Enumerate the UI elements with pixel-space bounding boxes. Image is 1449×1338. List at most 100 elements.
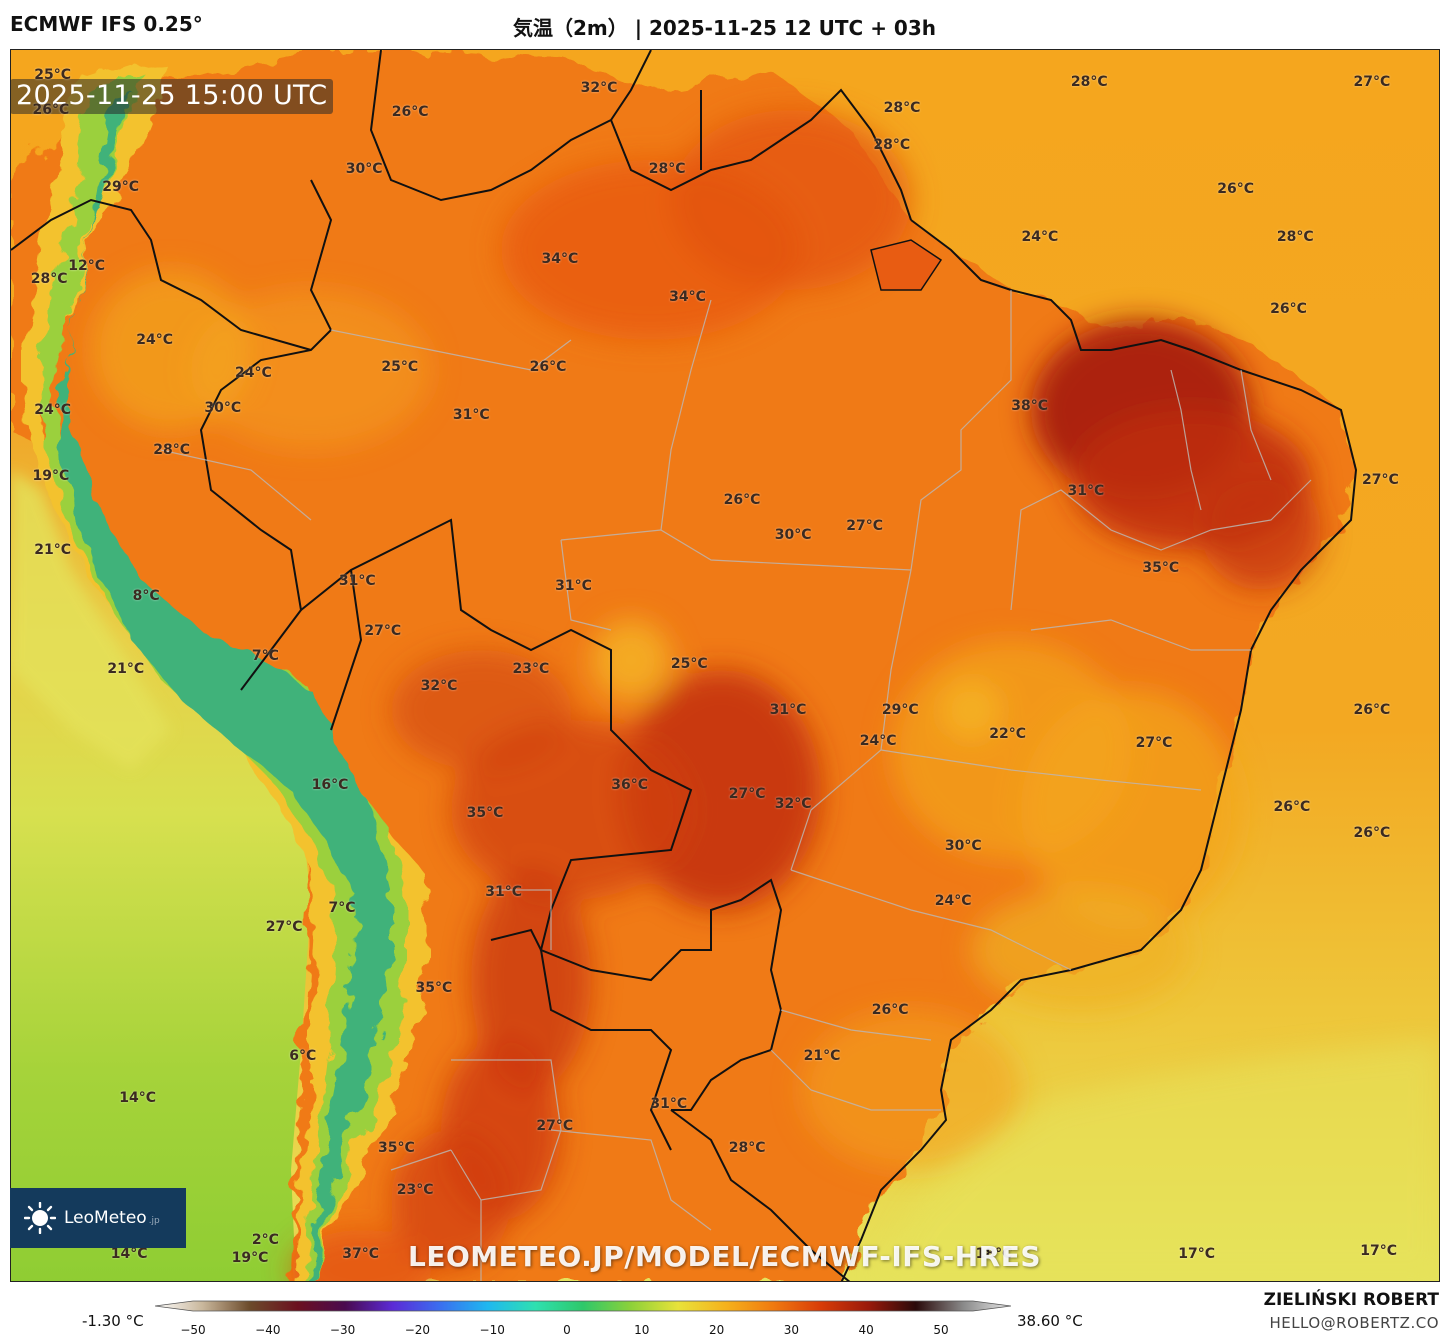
temp-label: 24°C <box>235 364 272 381</box>
temperature-map[interactable] <box>10 49 1440 1282</box>
temp-label: 27°C <box>728 786 766 803</box>
temp-label: 34°C <box>541 250 579 267</box>
temp-label: 25°C <box>34 66 71 83</box>
temp-label: 29°C <box>881 701 919 718</box>
leometeo-logo[interactable]: LeoMeteo .jp <box>10 1188 186 1248</box>
country-borders <box>11 50 912 1281</box>
temp-label: 31°C <box>555 578 592 595</box>
temp-label: 24°C <box>934 893 972 910</box>
temp-label: 37°C <box>342 1246 380 1263</box>
temp-label: 2°C <box>251 1231 279 1248</box>
temp-label: 27°C <box>1135 734 1173 751</box>
colorbar-tick-label: 50 <box>933 1323 949 1337</box>
temp-label: 31°C <box>485 883 523 900</box>
temp-label: 12°C <box>68 258 105 275</box>
colorbar-tick-label: −20 <box>404 1323 431 1337</box>
temp-label: 25°C <box>670 655 708 672</box>
cool-atlantic <box>872 1040 1439 1281</box>
colorbar-tick-label: 40 <box>858 1323 874 1337</box>
temp-label: 31°C <box>1067 482 1105 499</box>
temp-label: 24°C <box>34 401 71 418</box>
temp-label: 32°C <box>774 795 812 812</box>
temp-label: 32°C <box>420 677 458 694</box>
temp-label: 23°C <box>512 661 550 678</box>
map-canvas <box>11 50 1439 1281</box>
author-email[interactable]: HELLO@ROBERTZ.CO <box>1269 1314 1439 1332</box>
scale-min-value: -1.30 °C <box>82 1312 144 1330</box>
temp-label: 26°C <box>1353 825 1391 841</box>
temp-label: 6°C <box>289 1047 317 1064</box>
temp-label: 26°C <box>723 491 761 508</box>
model-name: ECMWF IFS 0.25° <box>10 12 203 36</box>
author-name: ZIELIŃSKI ROBERT <box>1263 1290 1439 1310</box>
colorbar-tick-label: 20 <box>708 1323 725 1337</box>
colorbar-tick-label: −40 <box>255 1323 281 1337</box>
state-borders <box>160 290 1312 1281</box>
colorbar-tick-label: −10 <box>479 1323 505 1337</box>
temp-label: 32°C <box>580 79 618 96</box>
temp-label: 35°C <box>466 804 504 821</box>
temp-label: 28°C <box>153 442 191 459</box>
colorbar-tick-label: 30 <box>783 1323 800 1337</box>
temp-label: 8°C <box>132 587 160 604</box>
colorbar-tick-label: −50 <box>180 1323 206 1337</box>
temp-label: 35°C <box>1142 560 1180 576</box>
temp-label: 26°C <box>1353 701 1391 718</box>
temp-label: 30°C <box>345 160 383 177</box>
temp-label: 27°C <box>364 622 402 639</box>
temp-label: 26°C <box>529 359 567 376</box>
temp-label: 26°C <box>1270 300 1307 317</box>
temp-label: 17°C <box>1178 1246 1215 1263</box>
temp-label: 26°C <box>1273 799 1311 816</box>
temp-label: 27°C <box>536 1117 574 1134</box>
temp-label: 23°C <box>396 1182 434 1198</box>
temp-label: 26°C <box>1217 180 1255 197</box>
temp-label: 16°C <box>311 777 349 794</box>
temp-label: 30°C <box>944 837 982 854</box>
temp-label: 21°C <box>107 661 145 678</box>
temp-label: 24°C <box>136 331 174 348</box>
temp-label: 21°C <box>803 1047 841 1064</box>
temp-label: 36°C <box>611 777 649 794</box>
logo-suffix: .jp <box>148 1216 160 1226</box>
temp-label: 27°C <box>1362 471 1399 488</box>
temp-label: 24°C <box>1021 228 1059 245</box>
temp-label: 7°C <box>328 900 356 917</box>
temp-label: 27°C <box>265 918 303 935</box>
andes-cold-belt <box>21 60 431 1281</box>
temp-label: 19°C <box>231 1250 269 1267</box>
temp-label: 21°C <box>34 541 71 558</box>
temp-label: 28°C <box>1070 74 1108 91</box>
temp-label: 18°C <box>975 1246 1013 1263</box>
temp-label: 31°C <box>452 407 490 424</box>
temp-label: 14°C <box>110 1246 148 1263</box>
temp-label: 30°C <box>204 399 242 416</box>
temperature-colorbar <box>155 1300 1011 1312</box>
temp-label: 35°C <box>378 1139 415 1156</box>
temp-label: 31°C <box>650 1095 688 1112</box>
temp-label: 26°C <box>871 1001 909 1018</box>
sun-icon <box>24 1202 56 1234</box>
marajo-island <box>870 239 943 291</box>
temp-label: 38°C <box>1011 398 1049 414</box>
temp-label: 28°C <box>648 160 686 177</box>
temp-label: 31°C <box>338 572 376 589</box>
temp-label: 30°C <box>774 526 812 543</box>
temp-label: 28°C <box>883 99 921 116</box>
temp-label: 7°C <box>251 648 279 665</box>
temp-label: 34°C <box>669 289 706 306</box>
temp-label: 26°C <box>391 103 429 120</box>
temp-label: 24°C <box>859 733 897 749</box>
temp-label: 35°C <box>415 979 453 996</box>
valid-time-label: 2025-11-25 15:00 UTC <box>10 79 334 114</box>
temp-label: 31°C <box>769 701 807 718</box>
temp-label: 25°C <box>381 359 419 376</box>
scale-max-value: 38.60 °C <box>1017 1312 1083 1330</box>
temp-label: 29°C <box>102 179 140 195</box>
colorbar-tick-label: 0 <box>563 1323 571 1337</box>
temp-label: 27°C <box>1353 74 1391 91</box>
coastline <box>840 219 1358 1281</box>
temp-label: 28°C <box>30 271 68 287</box>
temp-label: 17°C <box>1360 1242 1398 1259</box>
colorbar-tick-label: 10 <box>634 1323 650 1337</box>
